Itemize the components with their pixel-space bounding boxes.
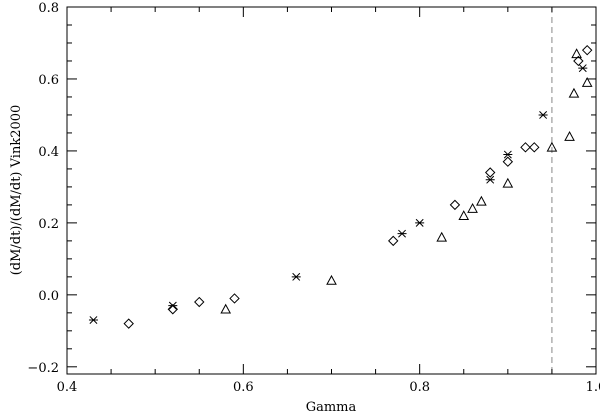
triangle-point [458,210,470,221]
plot-frame [66,6,597,375]
asterisk-point [538,110,548,119]
asterisk-point [485,175,495,184]
triangle-point [436,231,448,242]
axis-ticks: 0.4 0.6 0.8 1.0 −0.2 0.0 0.2 0.4 0.6 0.8 [27,1,600,395]
triangle-point [546,141,558,152]
diamond-point [520,142,531,153]
triangle-point [502,177,514,188]
triangle-point [568,87,580,98]
triangle-point [581,77,593,87]
y-tick-label: 0.0 [38,289,59,304]
asterisk-point [397,229,407,238]
diamond-point [581,44,593,56]
diamond-point [388,235,399,247]
asterisk-point [578,64,588,73]
triangle-point [476,195,487,206]
x-tick-label: 0.4 [57,380,78,395]
y-tick-label: −0.2 [27,361,59,376]
data-points [88,44,593,329]
asterisk-point [503,150,513,159]
asterisk-point [168,301,178,310]
asterisk-point [415,218,425,227]
diamond-point [449,199,461,211]
y-tick-label: 0.2 [38,217,59,232]
diamond-point [573,55,584,67]
diamond-point [484,167,496,178]
y-tick-label: 0.6 [38,73,59,88]
x-tick-label: 1.0 [586,380,600,395]
triangle-point [571,48,582,59]
diamond-point [167,304,179,315]
triangle-point [467,202,478,213]
x-tick-label: 0.8 [409,380,430,395]
diamond-point [229,293,240,304]
asterisk-point [88,316,98,324]
diamond-point [194,296,205,308]
triangle-point [564,130,575,141]
x-tick-label: 0.6 [233,380,254,395]
y-axis-title: (dM/dt)/(dM/dt) Vink2000 [9,105,24,276]
diamond-point [502,156,514,167]
diamond-point [529,142,540,153]
triangle-point [326,274,337,285]
diamond-point [123,318,134,329]
x-axis-title: Gamma [306,400,357,415]
y-tick-label: 0.4 [38,145,59,160]
y-tick-label: 0.8 [38,1,59,16]
triangle-point [220,303,232,314]
asterisk-point [291,272,301,281]
